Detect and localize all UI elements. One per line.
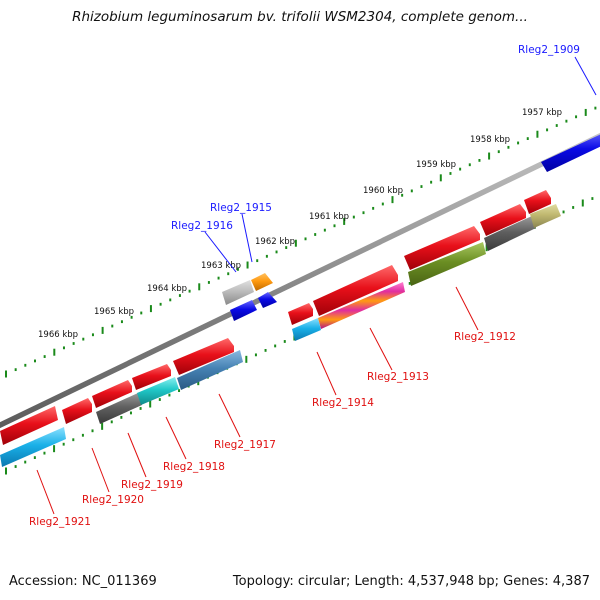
gene-arrow[interactable] (0, 406, 58, 445)
gene-label-rleg2-1914[interactable]: Rleg2_1914 (312, 397, 374, 409)
gene-arrow[interactable] (132, 364, 171, 390)
gene-arrow-rleg2-1913[interactable] (318, 282, 405, 329)
gene-arrow-rleg2-1909[interactable] (541, 130, 600, 172)
gene-arrow[interactable] (480, 204, 526, 236)
gene-label-rleg2-1913[interactable]: Rleg2_1913 (367, 371, 429, 383)
gene-arrow-rleg2-1921[interactable] (0, 427, 66, 467)
gene-leader-lines (36, 56, 597, 515)
gene-label-rleg2-1917[interactable]: Rleg2_1917 (214, 439, 276, 451)
gene-label-rleg2-1915[interactable]: Rleg2_1915 (210, 202, 272, 214)
scale-track (5, 106, 597, 378)
accession-label: Accession: NC_011369 (9, 574, 157, 589)
gene-label-rleg2-1919[interactable]: Rleg2_1919 (121, 479, 183, 491)
gene-label-rleg2-1920[interactable]: Rleg2_1920 (82, 494, 144, 506)
map-title: Rhizobium leguminosarum bv. trifolii WSM… (72, 9, 528, 25)
gene-label-rleg2-1921[interactable]: Rleg2_1921 (29, 516, 91, 528)
gene-arrow[interactable] (313, 265, 398, 316)
gene-arrow[interactable] (524, 190, 551, 214)
scale-tick-label: 1958 kbp (470, 135, 510, 145)
gene-arrow[interactable] (173, 338, 234, 375)
gene-label-rleg2-1909[interactable]: Rleg2_1909 (518, 44, 580, 56)
gene-arrow[interactable] (258, 292, 277, 308)
scale-tick-label: 1962 kbp (255, 237, 295, 247)
gene-arrow[interactable] (484, 216, 536, 251)
gene-arrow-rleg2-1915[interactable] (251, 273, 273, 291)
gene-label-rleg2-1918[interactable]: Rleg2_1918 (163, 461, 225, 473)
gene-arrow-rleg2-1919[interactable] (96, 393, 142, 424)
scale-tick-label: 1960 kbp (363, 186, 403, 196)
scale-tick-label: 1966 kbp (38, 330, 78, 340)
gene-arrow[interactable] (62, 398, 92, 424)
gene-arrow-rleg2-1916[interactable] (230, 300, 257, 321)
scale-tick-label: 1963 kbp (201, 261, 241, 271)
gene-arrow-rleg2-1917[interactable] (177, 350, 243, 390)
scale-tick-label: 1957 kbp (522, 108, 562, 118)
gene-arrow-rleg2-1914[interactable] (292, 318, 321, 341)
gene-arrow[interactable] (222, 280, 254, 305)
gene-arrow-rleg2-1918[interactable] (137, 377, 179, 405)
topology-label: Topology: circular; Length: 4,537,948 bp… (232, 574, 590, 589)
gene-labels: Rleg2_1909 Rleg2_1915 Rleg2_1916 Rleg2_1… (29, 44, 580, 528)
gene-label-rleg2-1912[interactable]: Rleg2_1912 (454, 331, 516, 343)
gene-arrow[interactable] (92, 380, 132, 408)
gene-features (0, 130, 600, 467)
genome-backbone (0, 132, 600, 429)
scale-tick-label: 1959 kbp (416, 160, 456, 170)
scale-tick-label: 1964 kbp (147, 284, 187, 294)
scale-tick-label: 1965 kbp (94, 307, 134, 317)
gene-arrow[interactable] (404, 226, 480, 270)
scale-tick-label: 1961 kbp (309, 212, 349, 222)
scale-tick-labels: 1957 kbp 1958 kbp 1959 kbp 1960 kbp 1961 kbp… (38, 108, 562, 340)
gene-arrow-rleg2-1912[interactable] (408, 242, 486, 286)
gene-arrow[interactable] (288, 303, 313, 325)
gene-arrow[interactable] (530, 204, 561, 228)
gene-label-rleg2-1916[interactable]: Rleg2_1916 (171, 220, 233, 232)
